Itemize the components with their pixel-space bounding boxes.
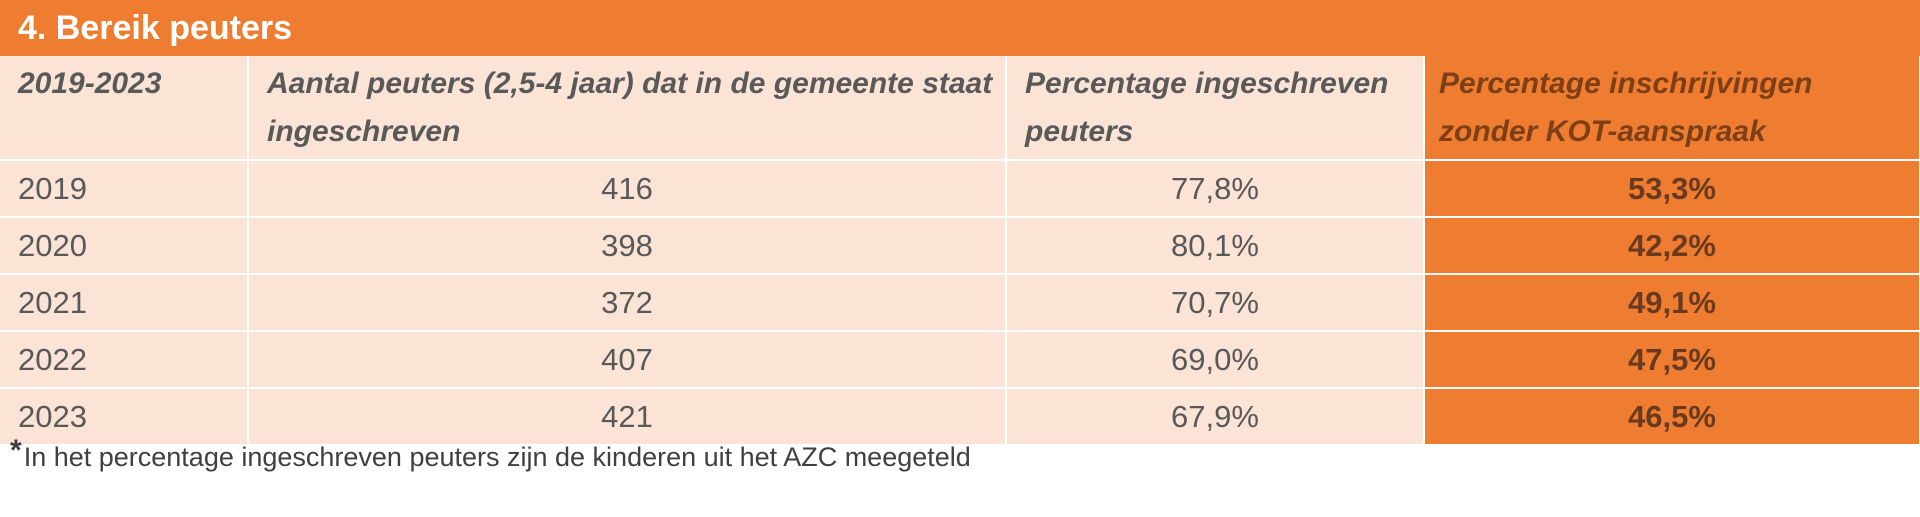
cell-pct-no-kot: 42,2% [1424, 217, 1920, 275]
cell-count: 398 [248, 217, 1007, 275]
table-row: 2023 421 67,9% 46,5% [0, 388, 1920, 446]
header-period: 2019-2023 [0, 56, 249, 161]
header-pct-registered: Percentage ingeschreven peuters [1006, 56, 1425, 161]
footnote-marker: * [10, 434, 22, 467]
cell-pct-registered: 80,1% [1006, 217, 1425, 275]
cell-pct-registered: 67,9% [1006, 388, 1425, 446]
footnote: *In het percentage ingeschreven peuters … [10, 434, 971, 473]
cell-pct-registered: 70,7% [1006, 274, 1425, 332]
cell-pct-no-kot: 46,5% [1424, 388, 1920, 446]
cell-count: 421 [248, 388, 1007, 446]
table-row: 2020 398 80,1% 42,2% [0, 217, 1920, 275]
cell-year: 2019 [0, 160, 249, 218]
toddler-reach-table: 2019-2023 Aantal peuters (2,5-4 jaar) da… [0, 56, 1920, 446]
section-title: 4. Bereik peuters [0, 0, 1920, 56]
cell-year: 2021 [0, 274, 249, 332]
cell-pct-no-kot: 53,3% [1424, 160, 1920, 218]
header-registered-count: Aantal peuters (2,5-4 jaar) dat in de ge… [248, 56, 1007, 161]
cell-year: 2020 [0, 217, 249, 275]
footnote-text: In het percentage ingeschreven peuters z… [23, 442, 971, 472]
cell-pct-registered: 77,8% [1006, 160, 1425, 218]
header-pct-no-kot: Percentage inschrijvingen zonder KOT-aan… [1424, 56, 1920, 161]
cell-pct-registered: 69,0% [1006, 331, 1425, 389]
table-header-row: 2019-2023 Aantal peuters (2,5-4 jaar) da… [0, 56, 1920, 161]
cell-year: 2023 [0, 388, 249, 446]
cell-count: 416 [248, 160, 1007, 218]
table-row: 2022 407 69,0% 47,5% [0, 331, 1920, 389]
cell-pct-no-kot: 49,1% [1424, 274, 1920, 332]
table-row: 2021 372 70,7% 49,1% [0, 274, 1920, 332]
table-row: 2019 416 77,8% 53,3% [0, 160, 1920, 218]
cell-pct-no-kot: 47,5% [1424, 331, 1920, 389]
cell-count: 372 [248, 274, 1007, 332]
cell-count: 407 [248, 331, 1007, 389]
cell-year: 2022 [0, 331, 249, 389]
